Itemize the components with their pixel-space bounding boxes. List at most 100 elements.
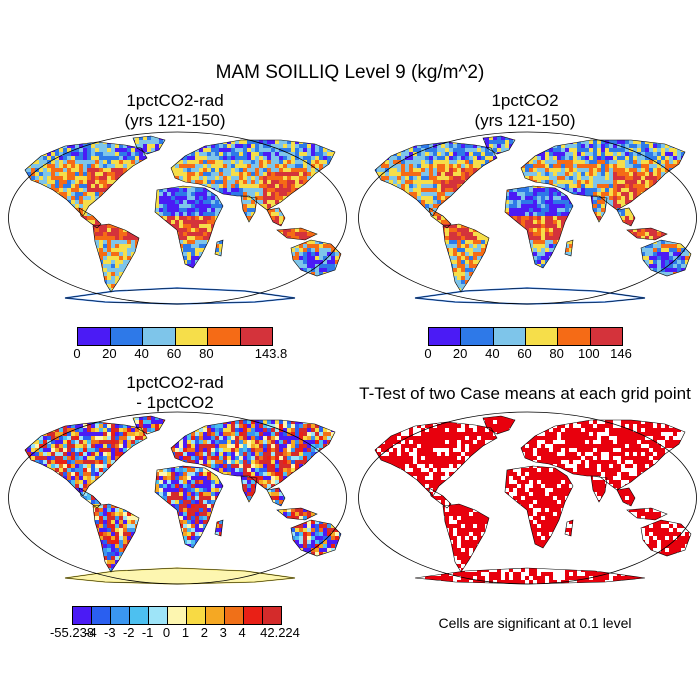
coastline-camerica <box>78 487 102 509</box>
panel-1-title: 1pctCO2-rad (yrs 121-150) <box>75 91 275 131</box>
colorbar-tick-label: -2 <box>122 625 135 640</box>
colorbar-tick-label: 40 <box>485 346 500 361</box>
colorbar-tick-label: 100 <box>577 346 600 361</box>
significance-note: Cells are significant at 0.1 level <box>438 615 632 631</box>
map-panel-ttest <box>358 411 697 585</box>
panel-1-title-line2: (yrs 121-150) <box>124 111 226 130</box>
coastline-antarctica <box>64 567 296 585</box>
coastline-india <box>240 475 258 503</box>
colorbar-tick-label: 40 <box>134 346 149 361</box>
colorbar-box <box>92 607 111 624</box>
map-panel-1pctco2 <box>358 131 697 305</box>
colorbar-tick-label: 146 <box>610 346 632 361</box>
coastline-madagascar <box>564 239 574 257</box>
colorbar-tick-label: 60 <box>166 346 182 361</box>
coastline-australia <box>290 519 342 557</box>
coastline-australia <box>640 519 692 557</box>
coastline-greenland <box>482 415 516 435</box>
panel-2-title-line1: 1pctCO2 <box>491 91 559 110</box>
colorbar-box <box>493 328 526 345</box>
panel-2-title-line2: (yrs 121-150) <box>474 111 576 130</box>
coastline-india <box>590 475 608 503</box>
panel-2-title: 1pctCO2 (yrs 121-150) <box>425 91 625 131</box>
colorbar-tick-label: 2 <box>200 625 208 640</box>
coastline-australia <box>640 239 692 277</box>
colorbar-tick-label: 4 <box>238 625 246 640</box>
coastline-seasia <box>266 487 286 507</box>
colorbar-tick-label: 143.8 <box>254 346 288 361</box>
colorbar-tick-label: 80 <box>199 346 214 361</box>
panel-1-title-line1: 1pctCO2-rad <box>126 91 224 110</box>
colorbar-box <box>525 328 559 345</box>
colorbar-tick-label: 0 <box>162 625 171 640</box>
colorbar-box <box>111 607 130 624</box>
colorbar-tick-label: 3 <box>219 625 227 640</box>
coastline-eurasia <box>520 139 686 211</box>
coastline-india <box>240 195 258 223</box>
coastline-samerica <box>92 503 140 573</box>
globe-border <box>358 411 697 585</box>
colorbar-box <box>73 607 92 624</box>
coastline-madagascar <box>214 239 224 257</box>
coastline-samerica <box>442 503 490 573</box>
coastline-indonesia <box>276 227 318 241</box>
colorbar-box <box>78 328 111 345</box>
colorbar-panel-3 <box>72 606 282 625</box>
coastline-indonesia <box>626 227 668 241</box>
coastline-africa <box>504 465 574 549</box>
coastline-seasia <box>616 207 636 227</box>
colorbar-box <box>110 328 143 345</box>
data-field <box>25 136 341 304</box>
coastline-greenland <box>132 415 166 435</box>
coastline-indonesia <box>626 507 668 521</box>
coastline-samerica <box>442 223 490 293</box>
coastline-africa <box>154 185 224 269</box>
colorbar-box <box>149 607 168 624</box>
colorbar-tick-label: -4 <box>85 625 97 640</box>
colorbar-tick-label: 20 <box>102 346 117 361</box>
panel-3-title-line1: 1pctCO2-rad <box>126 373 224 392</box>
coastline-indonesia <box>276 507 318 521</box>
coastline-seasia <box>266 207 286 227</box>
globe-border <box>8 131 347 305</box>
colorbar-panel-1 <box>77 327 273 346</box>
colorbar-box <box>208 328 241 345</box>
coastline-seasia <box>616 487 636 507</box>
coastline-camerica <box>428 207 452 229</box>
colorbar-tick-label: 80 <box>549 346 564 361</box>
colorbar-box <box>143 328 176 345</box>
colorbar-tick-label: 60 <box>517 346 532 361</box>
colorbar-box <box>206 607 225 624</box>
colorbar-box <box>429 328 462 345</box>
coastline-africa <box>154 465 224 549</box>
coastline-india <box>590 195 608 223</box>
coastline-greenland <box>132 135 166 155</box>
coastline-eurasia <box>520 419 686 491</box>
data-field <box>25 416 341 584</box>
colorbar-panel-2-labels: 0 20 40 60 80 100 146 <box>424 346 631 362</box>
globe-border <box>358 131 697 305</box>
colorbar-box <box>244 607 263 624</box>
coastline-greenland <box>482 135 516 155</box>
coastline-camerica <box>78 207 102 229</box>
colorbar-box <box>130 607 149 624</box>
globe-border <box>8 411 347 585</box>
coastline-madagascar <box>214 519 224 537</box>
coastline-australia <box>290 239 342 277</box>
coastline-eurasia <box>170 419 336 491</box>
colorbar-tick-label: 1 <box>181 625 190 640</box>
colorbar-panel-1-labels: 0 20 40 60 80 143.8 <box>73 346 287 362</box>
colorbar-panel-3-labels: -55.238 -4 -3 -2 -1 0 1 2 3 4 42.224 <box>50 625 300 641</box>
panel-3-title-line2: - 1pctCO2 <box>136 393 214 412</box>
data-field <box>375 416 691 584</box>
colorbar-box <box>168 607 187 624</box>
colorbar-box <box>240 328 272 345</box>
coastline-madagascar <box>564 519 574 537</box>
colorbar-tick-label: 42.224 <box>260 625 300 640</box>
colorbar-tick-label: -1 <box>141 625 154 640</box>
colorbar-tick-label: -3 <box>104 625 116 640</box>
colorbar-box <box>225 607 244 624</box>
colorbar-tick-label: 0 <box>424 346 432 361</box>
coastline-camerica <box>428 487 452 509</box>
panel-3-title: 1pctCO2-rad - 1pctCO2 <box>75 373 275 413</box>
